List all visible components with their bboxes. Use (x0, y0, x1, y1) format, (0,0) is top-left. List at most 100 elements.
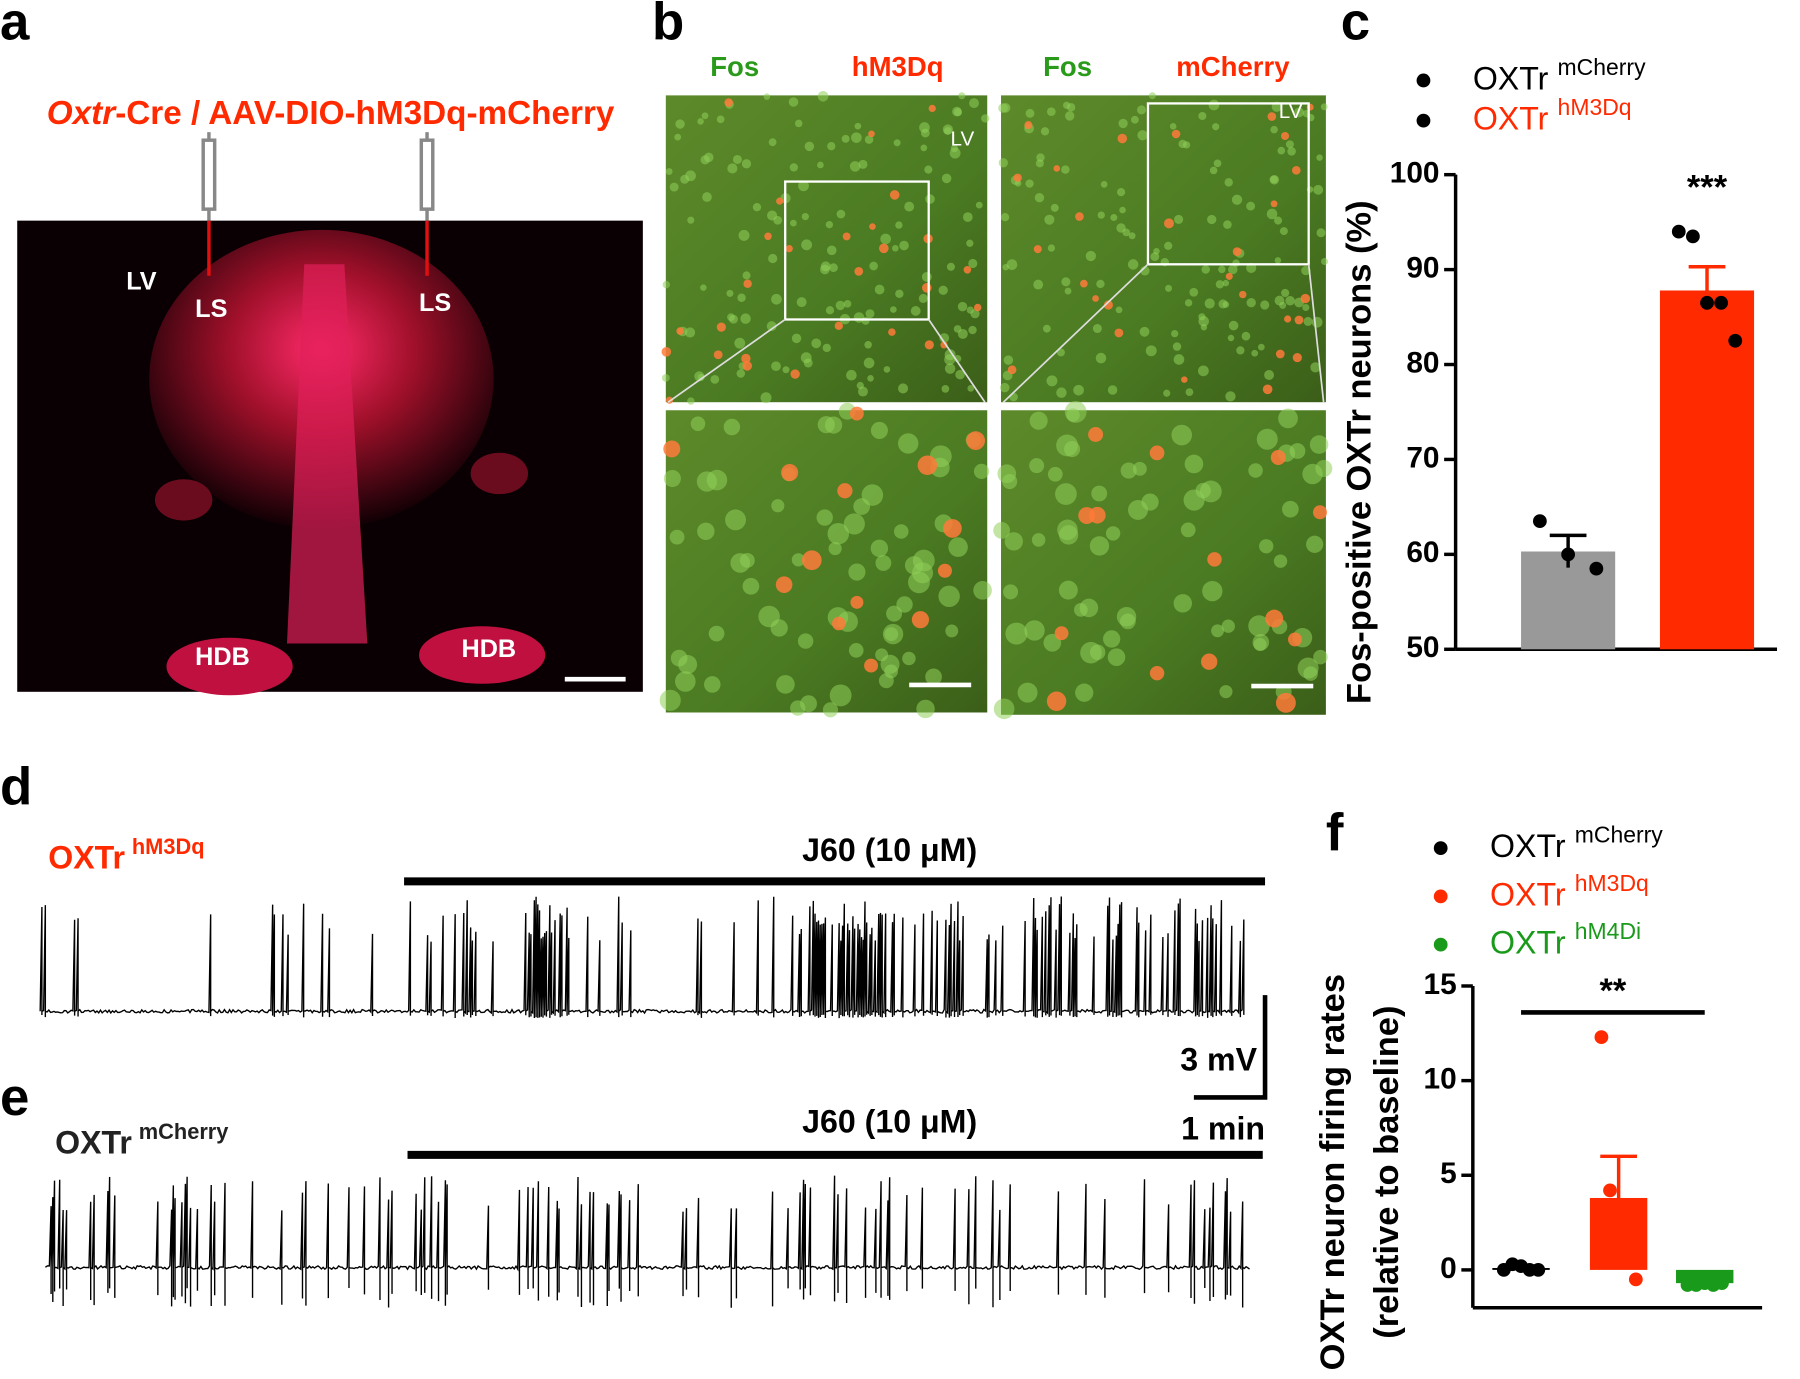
trace (39, 896, 1245, 1019)
data-point (1620, 1238, 1635, 1253)
legend-label: OXTr hM3Dq (1473, 94, 1632, 136)
cell (1265, 609, 1284, 628)
cell (836, 209, 846, 219)
group: OXTr (48, 839, 125, 875)
cell (902, 651, 916, 666)
cell (1241, 331, 1251, 341)
cell (1309, 435, 1329, 454)
cell (659, 689, 681, 711)
cell (993, 522, 1011, 539)
cell (696, 471, 717, 492)
cell (1227, 334, 1235, 342)
cell (1024, 121, 1033, 130)
cell (1209, 166, 1218, 175)
cell (791, 553, 805, 567)
y-axis-label: Fos-positive OXTr neurons (%) (1341, 200, 1379, 703)
cell (883, 366, 891, 373)
cell (1119, 206, 1126, 214)
cell (1046, 375, 1058, 387)
cell (661, 347, 672, 357)
cell (1033, 245, 1042, 254)
cell (816, 509, 833, 526)
cell (1198, 111, 1207, 121)
cell (864, 135, 874, 144)
cell (817, 90, 829, 102)
y-tick-label: 5 (1440, 1157, 1457, 1190)
cell (938, 285, 948, 295)
bar (1659, 290, 1755, 650)
y-tick-label: 10 (1424, 1063, 1457, 1096)
cell (1169, 123, 1177, 130)
cell (1316, 154, 1323, 161)
cell (1074, 603, 1088, 617)
cell (1003, 355, 1014, 365)
cell (1056, 348, 1065, 357)
cell (1103, 300, 1113, 310)
cell (941, 385, 950, 393)
cell (921, 271, 932, 282)
cell (791, 333, 802, 344)
cell (743, 279, 752, 289)
cell (1120, 462, 1137, 479)
cell (1173, 594, 1193, 613)
cell (879, 243, 889, 254)
cell (889, 190, 900, 200)
cell (763, 93, 771, 100)
cell (796, 297, 807, 308)
cell (1269, 175, 1280, 185)
cell (676, 327, 684, 335)
y-axis-label: (relative to baseline) (1368, 1006, 1406, 1339)
cell (893, 139, 901, 147)
cell (1096, 279, 1105, 289)
legend-sup: hM3Dq (1575, 870, 1649, 896)
cell (968, 325, 977, 335)
legend-sup: mCherry (1575, 822, 1664, 848)
cell (1002, 473, 1018, 490)
cell (1211, 624, 1224, 638)
cell (739, 552, 755, 568)
data-point (1532, 514, 1547, 529)
cell (867, 375, 874, 382)
scale-bar (1193, 995, 1268, 1100)
cell (1029, 411, 1048, 430)
trace (45, 1175, 1250, 1308)
cell (725, 509, 746, 531)
cell (1260, 300, 1270, 310)
cell (760, 392, 772, 404)
cell (663, 440, 681, 458)
cell (1092, 295, 1099, 302)
cell (1080, 641, 1102, 664)
cell (944, 349, 956, 361)
cell (1150, 252, 1160, 262)
cell (1228, 320, 1239, 331)
cell (878, 673, 894, 689)
cell (742, 577, 760, 595)
legend-sup: hM3Dq (1558, 94, 1632, 120)
drug-label: J60 (10 μM) (802, 832, 977, 868)
cell (822, 343, 831, 353)
cell (1172, 342, 1182, 351)
y-tick-label: 60 (1406, 536, 1439, 569)
cell (999, 382, 1010, 393)
cell (716, 115, 725, 124)
cell (1042, 324, 1051, 333)
legend-marker (1416, 73, 1431, 88)
cell (825, 221, 834, 229)
cell (742, 361, 753, 371)
panel-label: b (652, 0, 684, 51)
cell (817, 416, 835, 434)
cell (973, 581, 992, 600)
legend-name: OXTr (1473, 100, 1549, 136)
cell (738, 229, 750, 241)
cell (1132, 461, 1147, 476)
cell (1058, 580, 1078, 600)
cell (1064, 287, 1072, 295)
cell (1025, 108, 1035, 118)
cell (1201, 265, 1210, 274)
zoom-box (1146, 102, 1310, 266)
cell (1024, 620, 1045, 641)
cell (771, 293, 782, 305)
cell (917, 455, 938, 476)
cell (1130, 115, 1139, 124)
cell (850, 595, 864, 609)
